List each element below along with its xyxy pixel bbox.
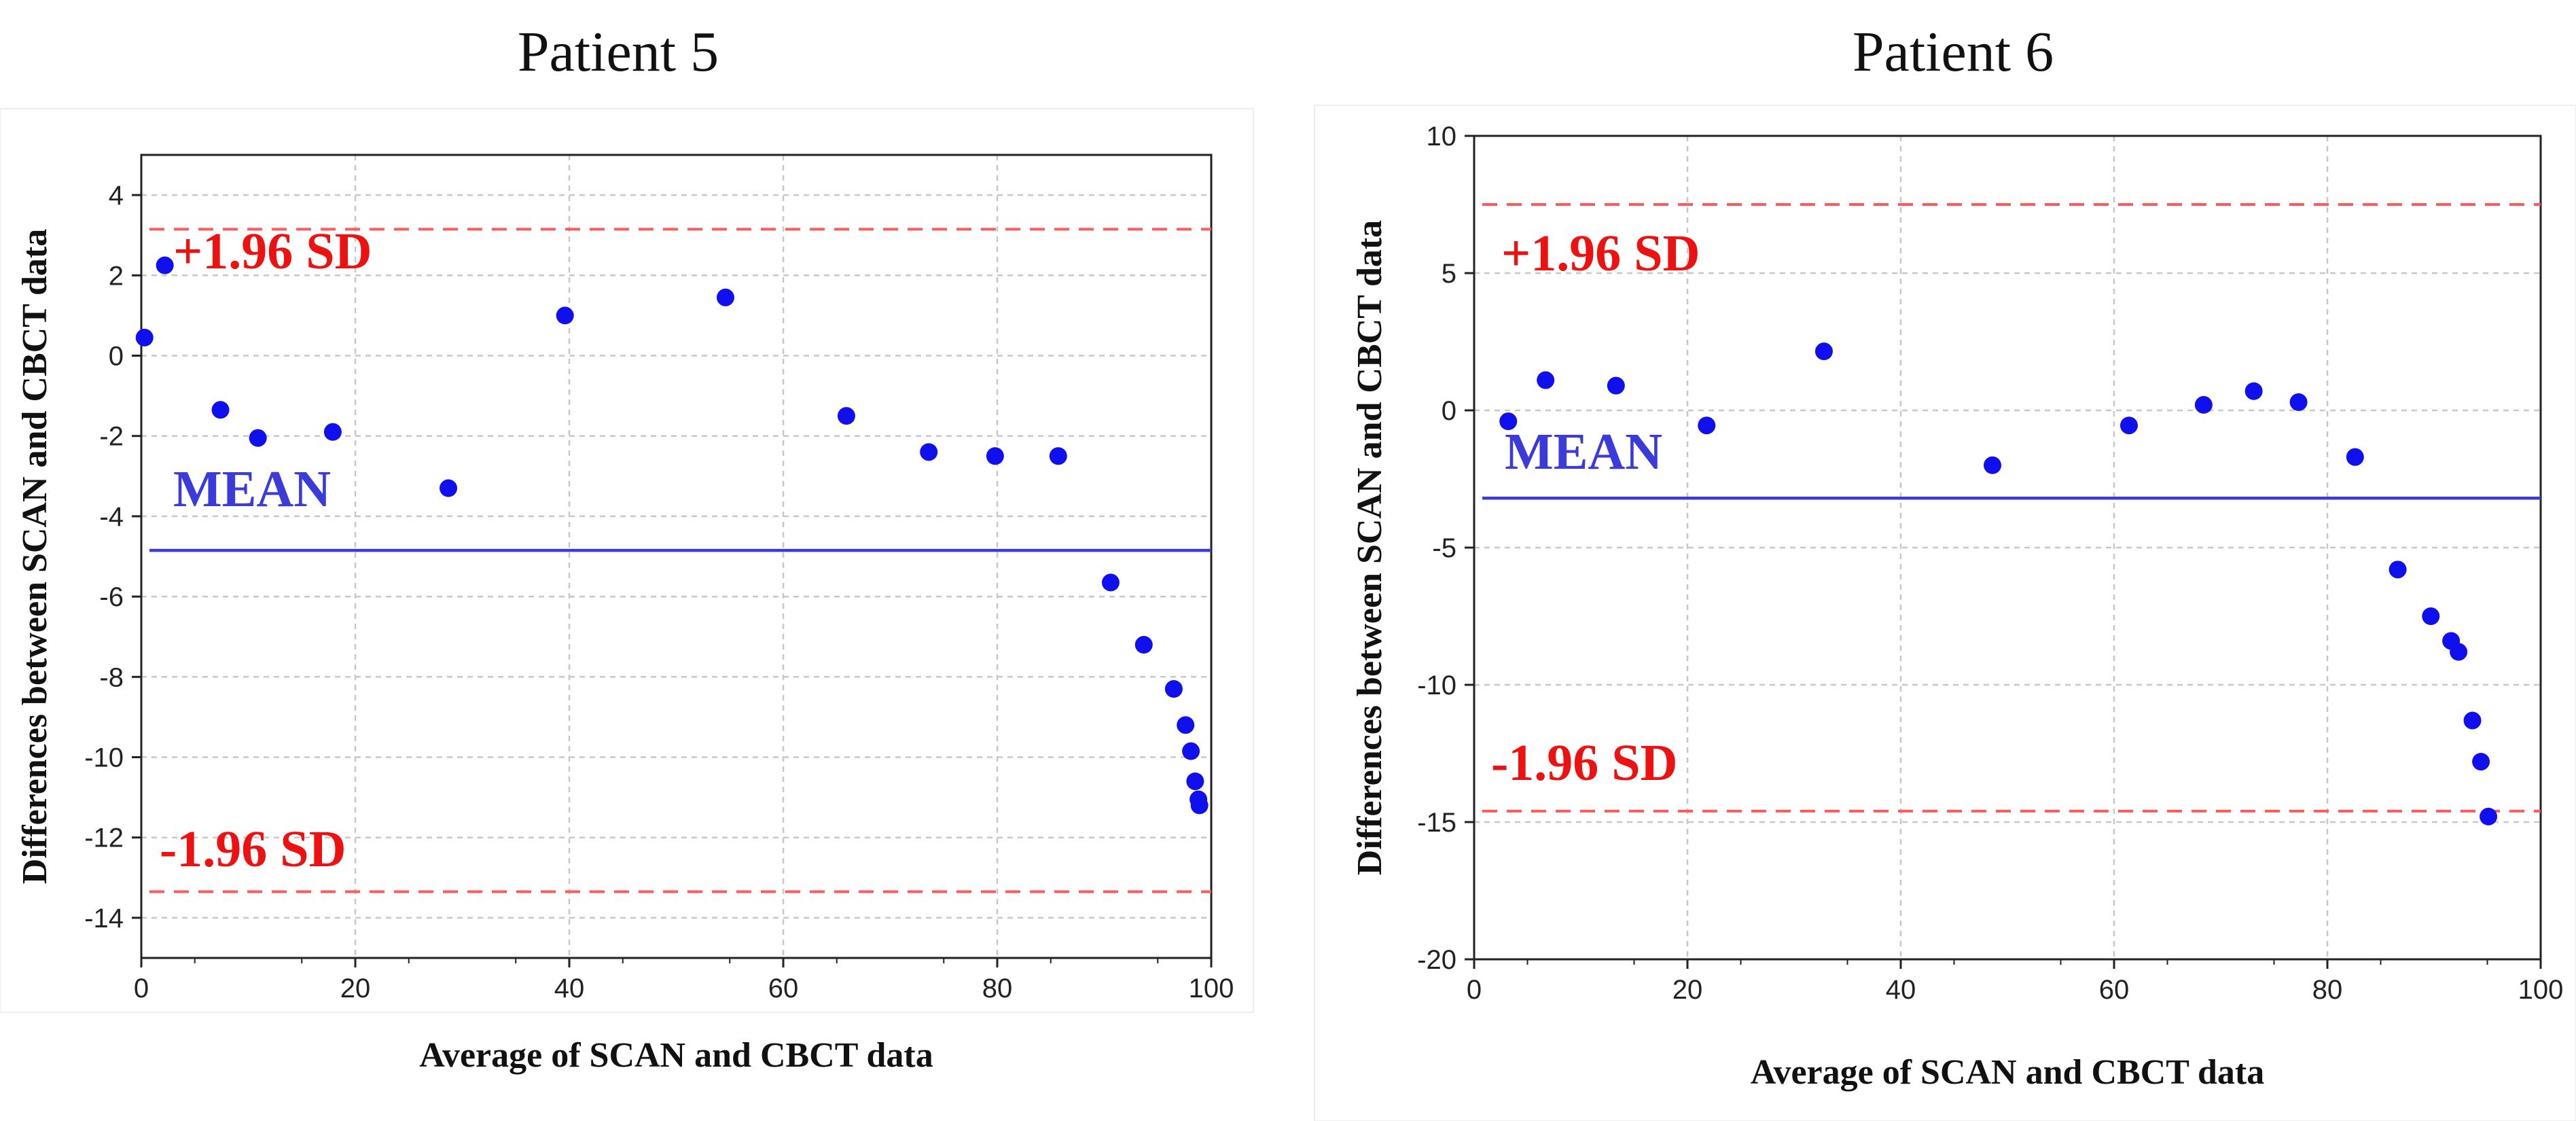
- x-tick-label: 20: [1672, 975, 1703, 1005]
- x-tick-label: 40: [1886, 975, 1916, 1005]
- x-axis-title: Average of SCAN and CBCT data: [1751, 1053, 2264, 1092]
- y-tick-label: 4: [109, 181, 124, 211]
- y-axis-title: Differences between SCAN and CBCT data: [16, 229, 54, 884]
- data-point: [323, 423, 342, 441]
- y-tick-label: -12: [84, 823, 124, 853]
- x-tick-label: 80: [2312, 975, 2343, 1005]
- data-point: [1101, 573, 1120, 592]
- x-tick-label: 40: [554, 974, 585, 1003]
- data-point: [1814, 342, 1833, 361]
- chart-panel-1: 0 20 40 60 80 100 -14 -12 -10 -8 -6 -4 -2 0 2 4 Average …: [0, 108, 1254, 1075]
- data-point: [2422, 607, 2440, 625]
- y-tick-label: 0: [1442, 396, 1456, 426]
- plot-area-border: [140, 154, 1213, 959]
- panel-frame: [0, 108, 1254, 1013]
- data-point: [1164, 680, 1183, 698]
- data-point: [1607, 376, 1625, 395]
- upper-loa-label: +1.96 SD: [1501, 225, 1700, 282]
- x-tick-label: 0: [134, 974, 149, 1003]
- y-tick-label: -15: [1417, 808, 1456, 838]
- mean-label: MEAN: [1505, 423, 1662, 480]
- y-tick-label: -4: [99, 502, 124, 532]
- data-point: [920, 443, 938, 461]
- data-point: [2244, 382, 2263, 400]
- upper-loa-label: +1.96 SD: [173, 223, 372, 280]
- x-axis-title: Average of SCAN and CBCT data: [419, 1036, 933, 1075]
- mean-label: MEAN: [173, 461, 331, 518]
- data-point: [2389, 560, 2407, 579]
- y-tick-label: -2: [99, 422, 124, 452]
- lower-loa-label: -1.96 SD: [1491, 734, 1677, 791]
- y-tick-label: -10: [84, 743, 124, 773]
- y-axis-title: Differences between SCAN and CBCT data: [1350, 220, 1389, 875]
- data-point: [716, 288, 734, 306]
- y-tick-label: -10: [1417, 671, 1456, 700]
- panel-frame: [1314, 105, 2576, 1121]
- x-tick-label: 0: [1467, 975, 1482, 1005]
- data-point: [2289, 393, 2308, 411]
- data-point: [440, 479, 458, 497]
- y-tick-label: 0: [109, 342, 124, 372]
- data-point: [156, 256, 174, 274]
- data-point: [211, 401, 230, 419]
- lower-loa-label: -1.96 SD: [160, 821, 346, 878]
- page-title-patient-5: Patient 5: [517, 20, 719, 84]
- data-point: [986, 447, 1004, 465]
- y-tick-label: 10: [1427, 122, 1457, 152]
- data-point: [1186, 772, 1204, 790]
- data-point: [2450, 643, 2468, 661]
- data-point: [1984, 456, 2002, 474]
- x-tick-label: 100: [1189, 974, 1234, 1003]
- y-tick-label: -14: [84, 904, 124, 933]
- data-point: [2119, 416, 2138, 435]
- data-point: [135, 328, 154, 346]
- data-point: [1134, 636, 1153, 654]
- x-tick-label: 20: [340, 974, 371, 1003]
- data-point: [249, 429, 267, 447]
- x-tick-label: 80: [982, 974, 1013, 1003]
- data-point: [2346, 448, 2364, 466]
- y-tick-label: -6: [99, 582, 124, 612]
- page-title-patient-6: Patient 6: [1852, 20, 2054, 84]
- y-tick-label: -5: [1432, 533, 1456, 563]
- x-tick-label: 100: [2518, 975, 2564, 1005]
- y-tick-label: 5: [1442, 259, 1456, 289]
- data-point: [1049, 447, 1067, 465]
- data-point: [2463, 711, 2482, 730]
- data-point: [1182, 742, 1200, 760]
- y-tick-label: -20: [1417, 945, 1456, 975]
- chart-panel-2: 0 20 40 60 80 100 -20 -15 -10 -5 0 5 10 Average of SC…: [1314, 105, 2576, 1121]
- data-point: [2194, 395, 2213, 414]
- data-point: [1190, 796, 1209, 815]
- y-tick-label: 2: [109, 261, 124, 291]
- data-point: [2480, 807, 2498, 825]
- x-tick-label: 60: [2099, 975, 2130, 1005]
- x-tick-label: 60: [768, 974, 799, 1003]
- data-point: [1698, 416, 1716, 435]
- data-point: [556, 306, 574, 325]
- data-point: [2472, 753, 2490, 771]
- data-point: [1499, 412, 1518, 431]
- data-point: [1537, 371, 1555, 389]
- y-tick-label: -8: [99, 662, 124, 692]
- data-point: [1177, 716, 1195, 734]
- data-point: [837, 407, 855, 425]
